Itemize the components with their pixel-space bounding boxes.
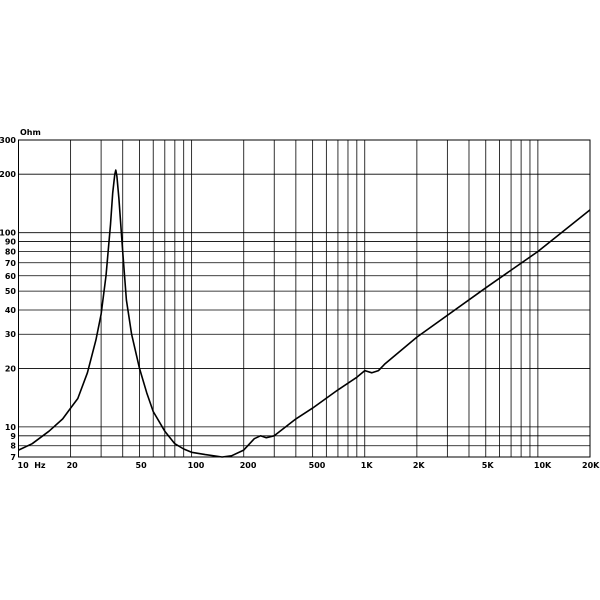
x-tick-label: 20K bbox=[582, 461, 600, 470]
y-tick-label: 20 bbox=[5, 364, 17, 373]
y-tick-label: 30 bbox=[5, 330, 17, 339]
y-tick-label: 50 bbox=[5, 287, 17, 296]
y-tick-label: 90 bbox=[5, 238, 17, 247]
y-tick-label: 40 bbox=[5, 306, 17, 315]
y-tick-label: 10 bbox=[5, 423, 17, 432]
y-tick-label: 80 bbox=[5, 247, 17, 256]
impedance-curve bbox=[18, 169, 591, 458]
x-tick-label: 20 bbox=[67, 461, 79, 470]
y-tick-label: 200 bbox=[0, 170, 16, 179]
x-tick-label: 2K bbox=[413, 461, 426, 470]
y-tick-label: 300 bbox=[0, 136, 16, 145]
x-tick-labels: 10 Hz 20 50 100 200 500 1K 2K 5K 10K 20K bbox=[18, 461, 600, 470]
series-group bbox=[18, 169, 591, 458]
x-tick-label: 10 Hz bbox=[18, 461, 46, 470]
y-tick-label: 7 bbox=[10, 453, 16, 462]
grid bbox=[18, 139, 591, 458]
x-tick-label: 1K bbox=[361, 461, 374, 470]
y-tick-label: 9 bbox=[10, 432, 16, 441]
y-tick-label: 70 bbox=[5, 259, 17, 268]
x-tick-label: 500 bbox=[309, 461, 326, 470]
x-tick-label: 200 bbox=[240, 461, 257, 470]
y-axis-label: Ohm bbox=[20, 128, 41, 137]
x-tick-label: 50 bbox=[136, 461, 148, 470]
plot-frame bbox=[18, 139, 591, 458]
x-tick-label: 100 bbox=[188, 461, 205, 470]
y-tick-label: 100 bbox=[0, 229, 16, 238]
y-tick-label: 8 bbox=[10, 442, 16, 451]
x-tick-label: 10K bbox=[534, 461, 552, 470]
y-tick-label: 60 bbox=[5, 272, 17, 281]
x-tick-label: 5K bbox=[482, 461, 495, 470]
